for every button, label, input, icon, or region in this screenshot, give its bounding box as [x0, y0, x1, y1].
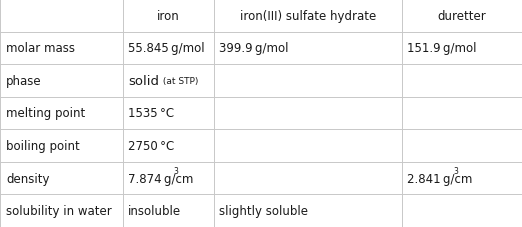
- Text: duretter: duretter: [437, 10, 487, 23]
- Text: melting point: melting point: [6, 107, 86, 120]
- Text: 55.845 g/mol: 55.845 g/mol: [128, 42, 205, 55]
- Text: 1535 °C: 1535 °C: [128, 107, 174, 120]
- Text: 151.9 g/mol: 151.9 g/mol: [407, 42, 477, 55]
- Text: iron: iron: [157, 10, 180, 23]
- Text: density: density: [6, 172, 50, 185]
- Text: 2750 °C: 2750 °C: [128, 139, 174, 152]
- Text: insoluble: insoluble: [128, 204, 181, 217]
- Text: 399.9 g/mol: 399.9 g/mol: [219, 42, 289, 55]
- Text: molar mass: molar mass: [6, 42, 75, 55]
- Text: (at STP): (at STP): [160, 76, 199, 86]
- Text: boiling point: boiling point: [6, 139, 80, 152]
- Text: 3: 3: [453, 167, 458, 176]
- Text: solubility in water: solubility in water: [6, 204, 112, 217]
- Text: 7.874 g/cm: 7.874 g/cm: [128, 172, 193, 185]
- Text: 3: 3: [174, 167, 179, 176]
- Text: phase: phase: [6, 75, 42, 88]
- Text: iron(III) sulfate hydrate: iron(III) sulfate hydrate: [240, 10, 376, 23]
- Text: 2.841 g/cm: 2.841 g/cm: [407, 172, 472, 185]
- Text: slightly soluble: slightly soluble: [219, 204, 308, 217]
- Text: solid: solid: [128, 75, 159, 88]
